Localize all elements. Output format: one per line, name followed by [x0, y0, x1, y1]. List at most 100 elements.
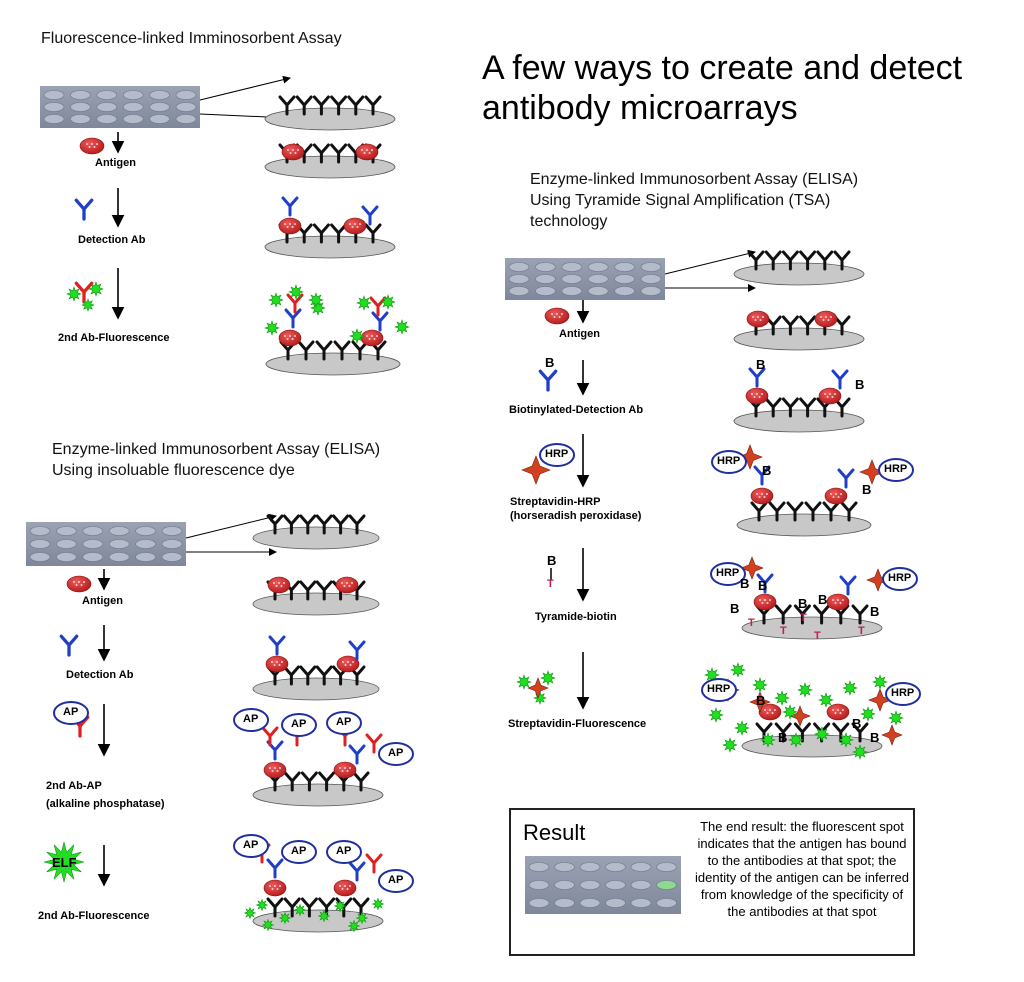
streptavidin-icon — [740, 556, 764, 580]
fluorophore — [356, 295, 372, 311]
antigen-speck — [280, 585, 283, 587]
antigen-speck — [273, 664, 276, 666]
antigen-speck — [368, 338, 371, 340]
antigen-speck — [361, 149, 363, 151]
streptavidin-icon — [881, 724, 903, 746]
ed-step-detection-ab: Detection Ab — [66, 669, 134, 681]
antibody — [768, 501, 786, 522]
antigen-speck — [761, 493, 763, 495]
antigen — [824, 487, 848, 505]
antigen-speck — [349, 767, 351, 769]
antigen-speck — [279, 767, 281, 769]
antigen-speck — [343, 585, 346, 587]
antigen-speck — [287, 149, 289, 151]
antibody — [538, 369, 558, 392]
antibody — [282, 514, 300, 535]
result-title: Result — [523, 820, 586, 845]
array-spot — [554, 898, 575, 908]
antigen-speck — [764, 709, 766, 711]
biotin-label: B — [762, 463, 772, 478]
plate-surface — [264, 235, 396, 259]
antigen-speck — [834, 712, 837, 714]
tsa-step-biotinylated-ab: Biotinylated-Detection Ab — [509, 404, 644, 416]
antigen — [333, 761, 357, 779]
antigen-speck — [286, 338, 289, 340]
antigen-speck — [771, 712, 774, 714]
antibody — [839, 575, 857, 596]
antigen-speck — [558, 316, 561, 318]
main-title-line-2: antibody microarrays — [482, 89, 798, 127]
antigen-speck — [339, 767, 341, 769]
biotin-label: B — [545, 355, 555, 370]
antigen-speck — [80, 584, 83, 586]
ed-step-2nd-ab-ap: 2nd Ab-AP — [46, 780, 102, 792]
antigen-speck — [291, 338, 294, 340]
antigen-speck — [371, 149, 373, 151]
antigen-speck — [766, 602, 769, 604]
fluorophore — [540, 670, 556, 686]
antigen-speck — [294, 335, 296, 337]
antigen — [343, 217, 367, 235]
antigen — [745, 387, 769, 405]
elisa-tsa-section-title: Enzyme-linked Immunosorbent Assay (ELISA… — [530, 169, 858, 232]
fluorophore — [349, 328, 365, 344]
antigen-speck — [842, 709, 844, 711]
tyramide-label: T — [800, 612, 807, 624]
antigen-speck — [368, 152, 371, 154]
antibody — [799, 315, 817, 336]
fluorophore — [782, 704, 798, 720]
array-spot — [528, 898, 550, 908]
fluorescence-section-title: Fluorescence-linked Imminosorbent Assay — [41, 30, 342, 47]
antigen-speck — [356, 226, 359, 228]
antigen-speck — [291, 226, 294, 228]
antigen-speck — [835, 493, 837, 495]
ap-label: AP — [336, 845, 352, 857]
antigen-speck — [366, 335, 368, 337]
tyramide-label: T — [748, 617, 755, 629]
antigen-speck — [753, 396, 756, 398]
elisa-tsa-title-line-3: technology — [530, 213, 608, 230]
antigen-speck — [274, 767, 276, 769]
zoom-arrow — [664, 249, 756, 275]
surface-plate — [736, 501, 872, 537]
elisa-dye-title-line-1: Enzyme-linked Immunosorbent Assay (ELISA… — [52, 441, 381, 458]
reagent-icons — [43, 137, 921, 893]
antigen-speck — [292, 149, 294, 151]
plate-surface — [733, 262, 865, 286]
antigen-speck — [276, 770, 279, 772]
array-spot — [528, 862, 550, 872]
antibody — [365, 733, 383, 754]
antigen — [335, 576, 359, 594]
antigen-speck — [93, 146, 96, 148]
antigen-speck — [556, 313, 558, 315]
hrp-label: HRP — [884, 463, 908, 475]
antibody — [330, 143, 348, 164]
antigen-speck — [829, 393, 831, 395]
elf-burst-icon — [43, 841, 85, 883]
antibody — [266, 897, 284, 918]
antigen-speck — [761, 602, 764, 604]
ap-label: AP — [336, 716, 352, 728]
antibody — [348, 514, 366, 535]
antigen — [826, 593, 850, 611]
antigen-row — [746, 310, 838, 328]
array-spot — [630, 862, 652, 872]
antigen-speck — [283, 582, 285, 584]
fluorophore — [355, 911, 369, 925]
tsa-step-tyramide-biotin: Tyramide-biotin — [535, 611, 617, 623]
tsa-step-streptavidin-fluorescence: Streptavidin-Fluorescence — [508, 718, 647, 730]
antigen-speck — [761, 393, 763, 395]
antigen-speck — [344, 885, 346, 887]
ap-label: AP — [388, 747, 404, 759]
antibody — [822, 501, 840, 522]
antigen-speck — [757, 316, 759, 318]
antigen-speck — [754, 319, 757, 321]
antigen-speck — [824, 393, 826, 395]
tyramide-label: T — [780, 625, 787, 637]
tyramide-layer — [740, 556, 890, 611]
antibody — [786, 501, 804, 522]
antigen-speck — [341, 770, 344, 772]
hrp-label: HRP — [545, 448, 569, 460]
antibody — [299, 665, 317, 686]
